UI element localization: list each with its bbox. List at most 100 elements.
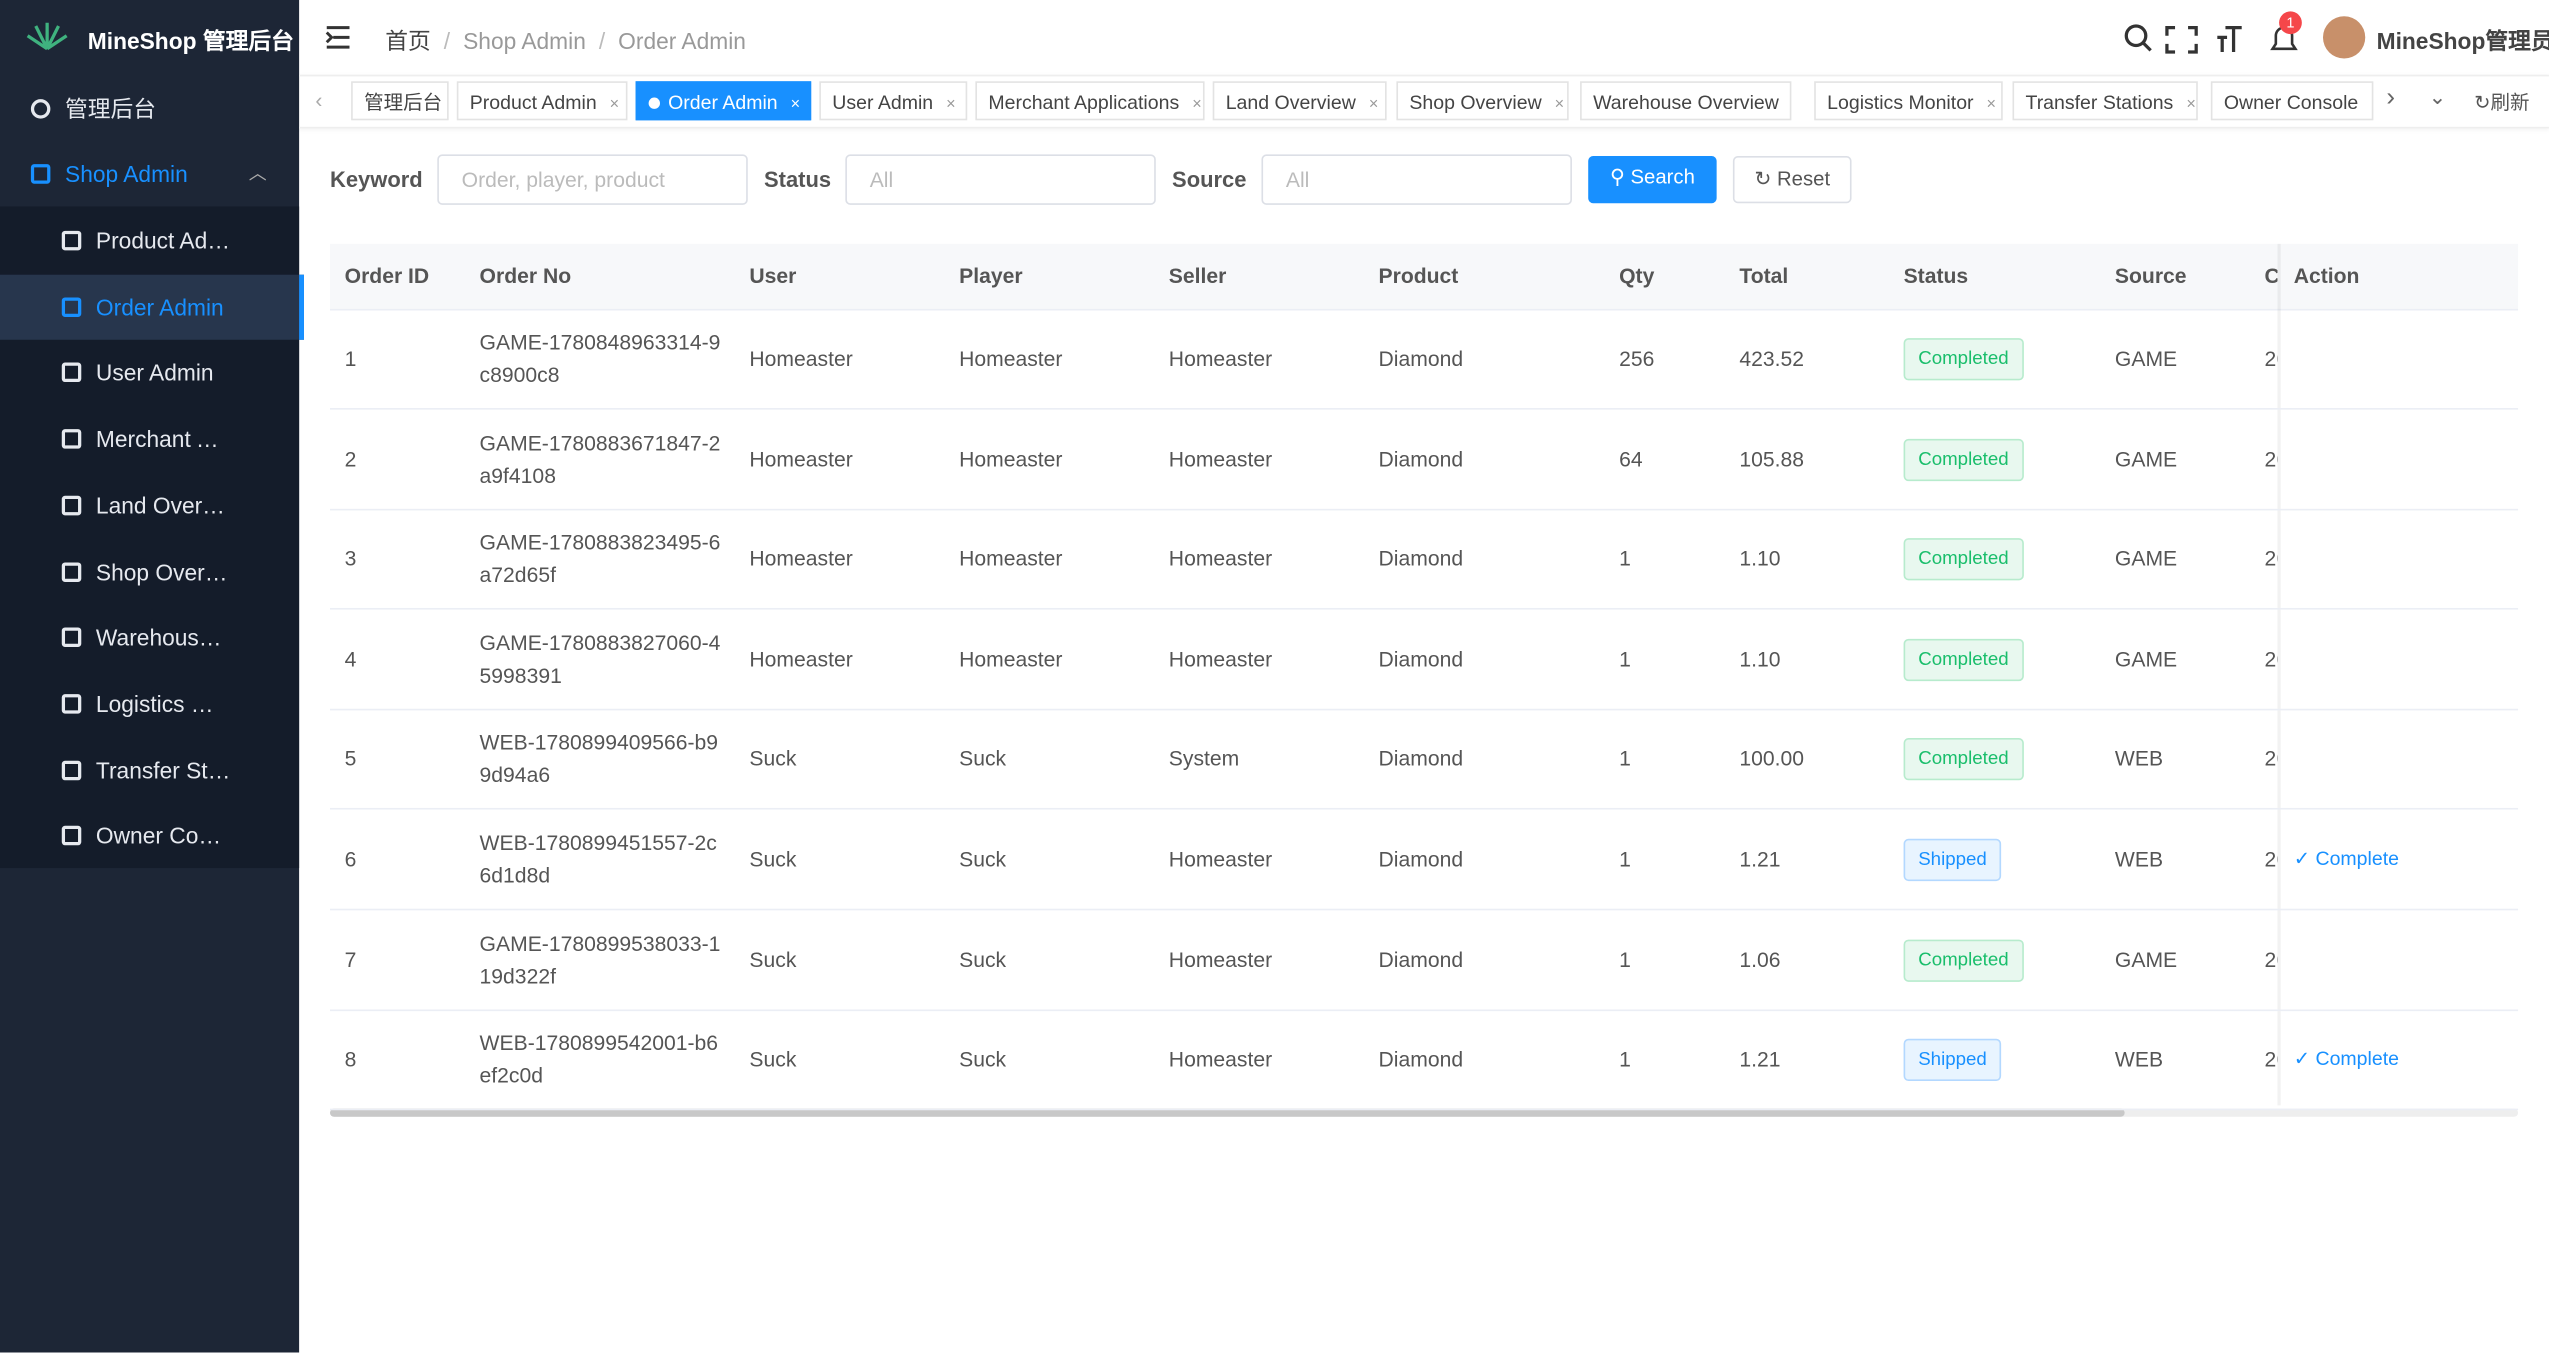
- tab-close[interactable]: ×: [609, 95, 620, 114]
- column-header: User: [749, 263, 797, 288]
- cell: 7: [344, 947, 357, 972]
- cell: Diamond: [1378, 446, 1464, 471]
- status-tag: Completed: [1903, 738, 2024, 781]
- tab-close[interactable]: ×: [790, 95, 801, 114]
- nav-item[interactable]: Product Admin: [0, 208, 299, 273]
- cell: Homeaster: [959, 446, 1063, 471]
- cell: Homeaster: [1168, 846, 1273, 872]
- refresh[interactable]: ↻刷新: [2474, 91, 2530, 114]
- tab-menu[interactable]: ⌄: [2428, 84, 2447, 109]
- cell: GAME: [2114, 346, 2178, 371]
- nav-label: Land Overview: [95, 492, 233, 519]
- cell: Homeaster: [1168, 346, 1273, 371]
- tab[interactable]: Owner Console ×: [2210, 81, 2374, 121]
- row-divider: [329, 608, 2519, 610]
- header: 首页 / Shop Admin / Order Admin 1 MineShop管理员: [299, 0, 2549, 77]
- search-label: Search: [1630, 165, 1695, 189]
- cell: Homeaster: [959, 646, 1063, 672]
- tab-prev[interactable]: ‹: [315, 87, 323, 113]
- nav-item[interactable]: Shop Overview: [0, 539, 299, 604]
- cell: WEB: [2114, 1047, 2164, 1072]
- avatar[interactable]: [2322, 16, 2366, 59]
- tab-label: Order Admin: [668, 91, 778, 114]
- nav-icon: [61, 561, 82, 582]
- nav-label: 管理后台: [65, 95, 157, 122]
- nav-item[interactable]: Land Overview: [0, 473, 299, 538]
- cell: 1.21: [1739, 846, 1781, 872]
- status-tag: Completed: [1903, 438, 2024, 481]
- nav-label: User Admin: [95, 359, 214, 386]
- tab-label: Shop Overview: [1409, 91, 1542, 114]
- order-no: GAME-1780883823495-6a72d65f: [479, 530, 721, 588]
- user-name[interactable]: MineShop管理员: [2376, 27, 2549, 54]
- row-divider: [329, 808, 2519, 811]
- tab-label: Logistics Monitor: [1827, 91, 1974, 114]
- search-button[interactable]: ⚲ Search: [1588, 156, 1717, 204]
- nav-item[interactable]: Order Admin: [0, 274, 304, 340]
- nav-item[interactable]: User Admin: [0, 340, 299, 405]
- order-no: WEB-1780899409566-b99d94a6: [479, 730, 719, 788]
- column-header: C: [2264, 244, 2277, 309]
- nav-item[interactable]: Warehouse Overview: [0, 605, 299, 670]
- tab[interactable]: 管理后台: [351, 81, 449, 121]
- nav-icon: [30, 164, 51, 184]
- tab[interactable]: Merchant Applications ×: [975, 81, 1205, 121]
- row-divider: [329, 1008, 2519, 1011]
- tab-close[interactable]: ×: [2371, 96, 2372, 114]
- keyword-label: Keyword: [329, 167, 423, 192]
- tab-label: Transfer Stations: [2025, 91, 2174, 114]
- tab-close[interactable]: ×: [1986, 95, 1997, 114]
- tab-close[interactable]: ×: [1368, 95, 1379, 114]
- cell: 20: [2264, 546, 2277, 571]
- cell: 2: [344, 446, 357, 471]
- tab[interactable]: Land Overview ×: [1212, 81, 1387, 121]
- nav-group[interactable]: Shop Admin ︿: [0, 141, 299, 206]
- source-select[interactable]: All: [1261, 154, 1572, 205]
- nav-label: Logistics Monitor: [95, 690, 233, 717]
- tab-close[interactable]: ×: [2186, 95, 2196, 114]
- cell: 1: [1619, 846, 1631, 872]
- nav-icon: [61, 230, 82, 251]
- complete-action[interactable]: ✓ Complete: [2293, 1047, 2399, 1070]
- menu-toggle[interactable]: [325, 24, 351, 50]
- tab[interactable]: Product Admin ×: [456, 81, 628, 121]
- status-select[interactable]: All: [845, 154, 1156, 205]
- status-tag: Completed: [1903, 638, 2024, 681]
- tab-close[interactable]: ×: [1554, 95, 1565, 114]
- complete-action[interactable]: ✓ Complete: [2293, 846, 2399, 870]
- cell: GAME: [2114, 947, 2178, 972]
- cell: Homeaster: [749, 346, 853, 371]
- nav-label: Shop Admin: [65, 160, 188, 187]
- cell: WEB: [2114, 746, 2164, 772]
- breadcrumb-item[interactable]: 首页: [385, 27, 431, 54]
- nav-item[interactable]: 管理后台: [0, 76, 299, 141]
- scrollbar[interactable]: [329, 1108, 2125, 1117]
- nav-item[interactable]: Merchant Applications: [0, 407, 299, 472]
- nav-icon: [61, 363, 82, 383]
- tab[interactable]: Logistics Monitor ×: [1814, 81, 2003, 121]
- nav-item[interactable]: Logistics Monitor: [0, 671, 299, 736]
- tab-close[interactable]: ×: [1192, 95, 1202, 114]
- tab[interactable]: Transfer Stations ×: [2012, 81, 2198, 121]
- nav-item[interactable]: Transfer Stations: [0, 737, 299, 802]
- column-header: Seller: [1168, 263, 1227, 288]
- cell: GAME: [2114, 546, 2178, 571]
- status-tag: Shipped: [1903, 1039, 2002, 1082]
- nav-item[interactable]: Owner Console: [0, 804, 299, 869]
- keyword-input[interactable]: Order, player, product: [437, 154, 748, 205]
- tab-label: Land Overview: [1225, 91, 1356, 114]
- cell: Homeaster: [1168, 446, 1273, 471]
- tab-close[interactable]: ×: [946, 95, 956, 114]
- tab[interactable]: Order Admin ×: [635, 81, 812, 121]
- chevron: ︿: [248, 164, 267, 184]
- tab[interactable]: User Admin ×: [819, 81, 968, 121]
- tab-label: User Admin: [832, 91, 934, 114]
- tab-next[interactable]: ›: [2386, 84, 2396, 113]
- sidebar: MineShop 管理后台 管理后台 Shop Admin ︿ Product Adm…: [0, 0, 304, 1353]
- tab[interactable]: Warehouse Overview×: [1580, 81, 1792, 121]
- column-header: Status: [1903, 263, 1969, 288]
- cell: Suck: [959, 746, 1007, 772]
- tab[interactable]: Shop Overview ×: [1396, 81, 1569, 121]
- reset-button[interactable]: ↻ Reset: [1732, 156, 1852, 204]
- cell: Homeaster: [749, 446, 853, 471]
